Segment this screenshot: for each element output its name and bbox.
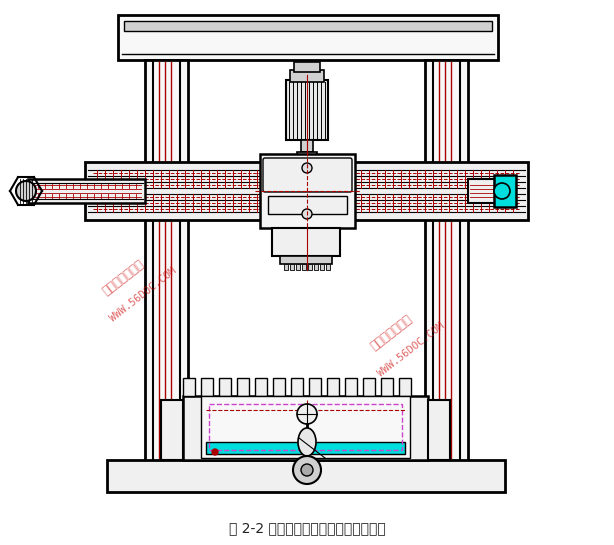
Bar (272, 228, 340, 256)
Text: WWW.56DOC.COM: WWW.56DOC.COM (108, 266, 178, 324)
Bar (201, 378, 213, 396)
Bar (260, 154, 355, 228)
Bar (161, 400, 183, 460)
Bar (296, 264, 300, 270)
Bar (290, 264, 294, 270)
Bar (219, 378, 231, 396)
Bar (237, 378, 249, 396)
Bar (494, 175, 516, 207)
Bar (124, 21, 492, 31)
Bar (399, 378, 411, 396)
Bar (381, 378, 393, 396)
Bar (284, 264, 288, 270)
FancyBboxPatch shape (263, 158, 352, 192)
Bar (118, 15, 498, 60)
Bar (201, 396, 410, 458)
Circle shape (302, 209, 312, 219)
Circle shape (293, 456, 321, 484)
Bar (268, 196, 347, 214)
Text: 毕业设计论文网: 毕业设计论文网 (368, 313, 414, 353)
Bar (290, 70, 324, 82)
Bar (363, 378, 375, 396)
Bar (255, 378, 267, 396)
Bar (320, 264, 324, 270)
Bar (206, 450, 405, 452)
Bar (345, 378, 357, 396)
Bar (309, 378, 321, 396)
Bar (297, 152, 317, 160)
Bar (280, 256, 332, 264)
Bar (425, 60, 468, 467)
Bar (327, 378, 339, 396)
Bar (326, 264, 330, 270)
Circle shape (212, 449, 218, 455)
Bar (209, 404, 402, 450)
Circle shape (302, 163, 312, 173)
Bar (428, 400, 450, 460)
Circle shape (297, 404, 317, 424)
Bar (294, 62, 320, 72)
Bar (183, 378, 195, 396)
Bar (85, 162, 528, 220)
Bar (28, 179, 145, 203)
Text: WWW.56DOC.COM: WWW.56DOC.COM (376, 321, 446, 379)
Bar (468, 179, 498, 203)
Ellipse shape (298, 428, 316, 456)
Bar (291, 378, 303, 396)
Bar (314, 264, 318, 270)
Circle shape (494, 183, 510, 199)
Text: 毕业设计论文网: 毕业设计论文网 (100, 258, 147, 298)
Circle shape (301, 464, 313, 476)
Bar (308, 264, 312, 270)
Circle shape (16, 181, 36, 201)
Bar (183, 396, 428, 460)
Bar (206, 442, 405, 454)
Bar (273, 378, 285, 396)
Text: 图 2-2 数控龙门铣床总装图（右视图）: 图 2-2 数控龙门铣床总装图（右视图） (228, 521, 386, 535)
Bar (107, 460, 505, 492)
Bar (302, 264, 306, 270)
Bar (286, 80, 328, 140)
Bar (145, 60, 188, 467)
Bar (301, 140, 313, 152)
